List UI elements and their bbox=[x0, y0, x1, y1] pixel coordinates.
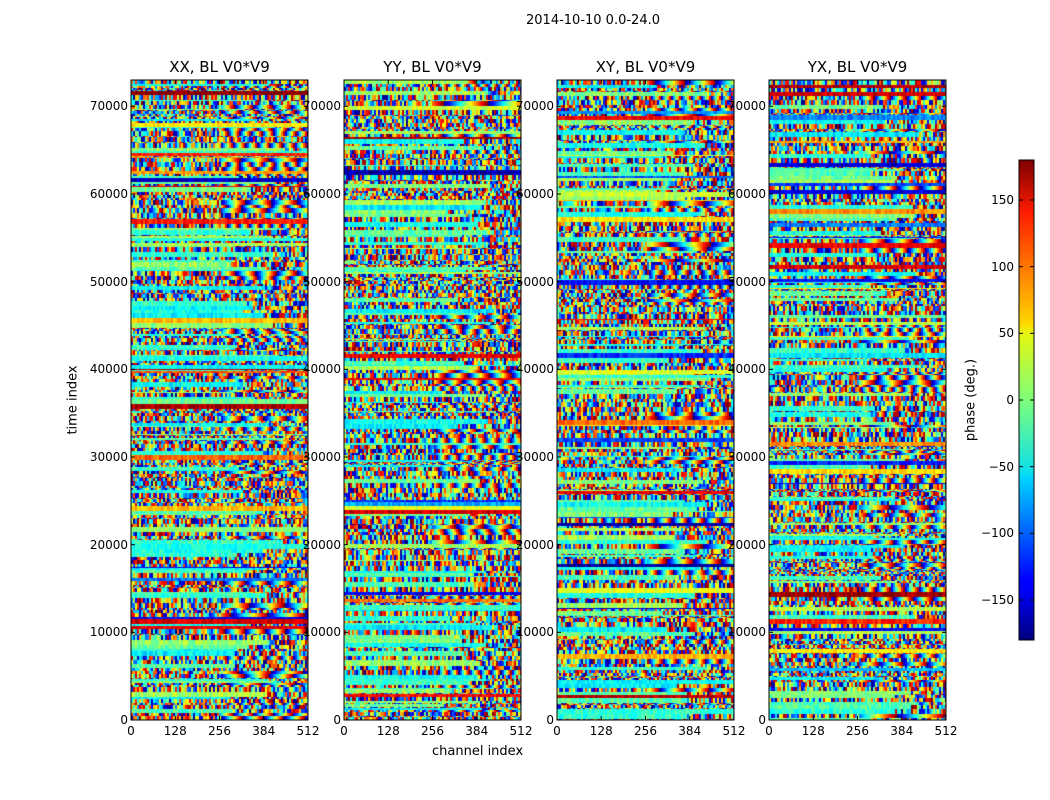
x-tick-label: 384 bbox=[252, 724, 276, 738]
y-tick-label: 40000 bbox=[727, 362, 766, 377]
panel-title: YY, BL V0*V9 bbox=[383, 58, 482, 76]
panel-yx bbox=[768, 79, 947, 721]
y-tick-label: 20000 bbox=[727, 537, 766, 552]
panel-title: YX, BL V0*V9 bbox=[807, 58, 908, 76]
panel-title: XX, BL V0*V9 bbox=[169, 58, 270, 76]
colorbar-tick-label: −150 bbox=[981, 593, 1014, 607]
y-tick-label: 20000 bbox=[89, 537, 128, 552]
colorbar-tick-label: 100 bbox=[991, 259, 1014, 274]
x-tick-label: 512 bbox=[509, 724, 533, 738]
y-tick-label: 50000 bbox=[515, 274, 554, 289]
phase-heatmap-yx bbox=[769, 80, 946, 720]
colorbar bbox=[1018, 159, 1035, 641]
x-tick-label: 384 bbox=[890, 724, 914, 738]
x-tick-label: 0 bbox=[765, 724, 773, 738]
y-tick-label: 20000 bbox=[302, 537, 341, 552]
x-tick-label: 256 bbox=[421, 724, 444, 738]
y-tick-label: 0 bbox=[120, 713, 128, 727]
x-tick-label: 128 bbox=[163, 724, 187, 738]
x-tick-label: 128 bbox=[376, 724, 400, 738]
x-tick-label: 0 bbox=[340, 724, 348, 738]
x-tick-label: 0 bbox=[127, 724, 135, 738]
y-tick-label: 60000 bbox=[302, 186, 341, 201]
x-tick-label: 128 bbox=[589, 724, 613, 738]
y-tick-label: 50000 bbox=[302, 274, 341, 289]
y-tick-label: 60000 bbox=[727, 186, 766, 201]
y-tick-label: 60000 bbox=[515, 186, 554, 201]
y-tick-label: 50000 bbox=[727, 274, 766, 289]
colorbar-tick-label: −100 bbox=[981, 526, 1014, 541]
y-tick-label: 50000 bbox=[89, 274, 128, 289]
x-tick-label: 512 bbox=[934, 724, 958, 738]
y-tick-label: 0 bbox=[758, 713, 766, 727]
x-tick-label: 128 bbox=[801, 724, 825, 738]
phase-heatmap-yy bbox=[344, 80, 521, 720]
x-tick-label: 384 bbox=[465, 724, 489, 738]
y-tick-label: 60000 bbox=[89, 186, 128, 201]
y-tick-label: 70000 bbox=[727, 99, 766, 114]
x-tick-label: 256 bbox=[846, 724, 869, 738]
phase-heatmap-xx bbox=[131, 80, 308, 720]
panel-yy bbox=[343, 79, 522, 721]
x-tick-label: 0 bbox=[553, 724, 561, 738]
y-tick-label: 70000 bbox=[89, 99, 128, 114]
x-axis-label: channel index bbox=[432, 744, 524, 759]
x-tick-label: 256 bbox=[634, 724, 657, 738]
y-tick-label: 30000 bbox=[89, 449, 128, 464]
y-tick-label: 40000 bbox=[515, 362, 554, 377]
panel-title: XY, BL V0*V9 bbox=[595, 58, 696, 76]
y-tick-label: 30000 bbox=[727, 449, 766, 464]
x-tick-label: 384 bbox=[678, 724, 702, 738]
panel-xy bbox=[556, 79, 735, 721]
colorbar-tick-label: −50 bbox=[988, 459, 1014, 474]
figure-suptitle: 2014-10-10 0.0-24.0 bbox=[526, 13, 660, 28]
y-tick-label: 20000 bbox=[515, 537, 554, 552]
y-tick-label: 10000 bbox=[515, 625, 554, 640]
colorbar-tick-label: 50 bbox=[998, 326, 1014, 341]
y-tick-label: 10000 bbox=[727, 625, 766, 640]
y-tick-label: 30000 bbox=[302, 449, 341, 464]
x-tick-label: 256 bbox=[208, 724, 231, 738]
y-tick-label: 30000 bbox=[515, 449, 554, 464]
y-tick-label: 10000 bbox=[89, 625, 128, 640]
y-tick-label: 40000 bbox=[89, 362, 128, 377]
y-tick-label: 0 bbox=[546, 713, 554, 727]
phase-heatmap-xy bbox=[557, 80, 734, 720]
panel-xx bbox=[130, 79, 309, 721]
y-tick-label: 70000 bbox=[302, 99, 341, 114]
x-tick-label: 512 bbox=[722, 724, 746, 738]
y-tick-label: 0 bbox=[333, 713, 341, 727]
colorbar-label: phase (deg.) bbox=[963, 358, 979, 442]
y-axis-label: time index bbox=[65, 365, 81, 435]
y-tick-label: 70000 bbox=[515, 99, 554, 114]
y-tick-label: 40000 bbox=[302, 362, 341, 377]
y-tick-label: 10000 bbox=[302, 625, 341, 640]
colorbar-tick-label: 0 bbox=[1006, 393, 1014, 407]
colorbar-tick-label: 150 bbox=[991, 193, 1014, 207]
x-tick-label: 512 bbox=[296, 724, 320, 738]
